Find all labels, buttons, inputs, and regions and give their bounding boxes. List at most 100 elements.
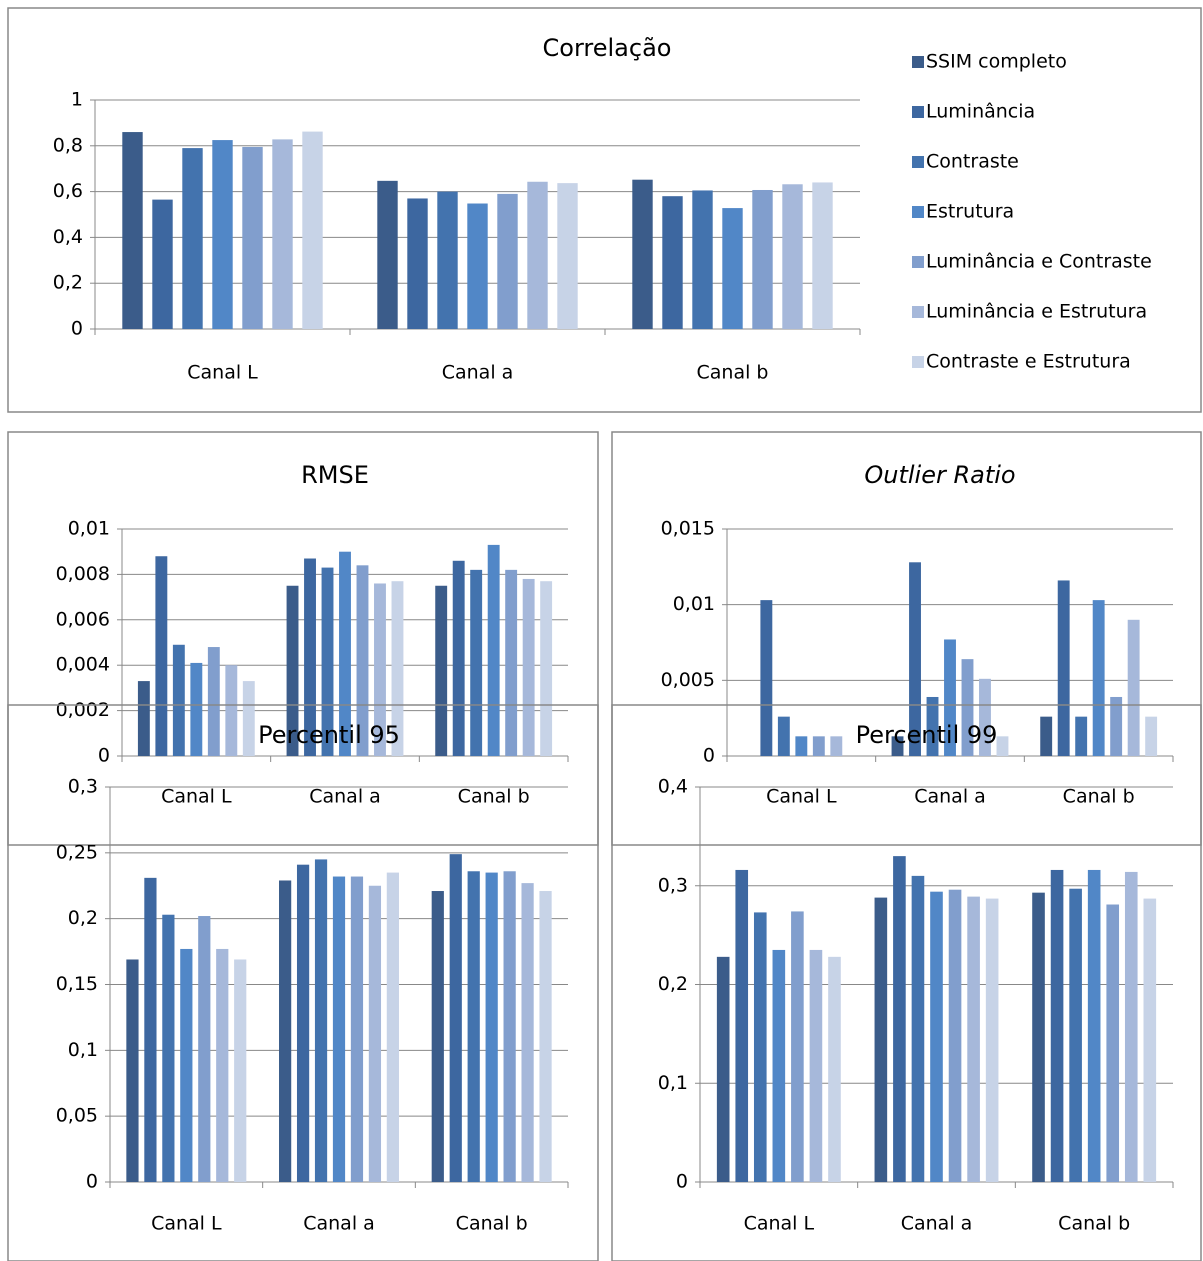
legend-swatch <box>912 306 924 318</box>
bar <box>930 891 943 1182</box>
x-tick-label: Canal b <box>1058 1213 1130 1235</box>
bar <box>152 199 173 329</box>
y-tick-label: 0,4 <box>658 776 688 798</box>
panel-border <box>611 704 1202 1261</box>
bar <box>891 736 904 756</box>
bar <box>339 551 351 756</box>
x-tick-label: Canal L <box>151 1213 222 1235</box>
y-tick-label: 0,8 <box>53 134 83 156</box>
bar <box>126 959 139 1182</box>
x-tick-label: Canal a <box>303 1213 375 1235</box>
bar <box>961 659 974 756</box>
y-tick-label: 0,3 <box>68 776 98 798</box>
y-tick-label: 0,05 <box>56 1105 98 1127</box>
bar <box>772 949 786 1182</box>
y-tick-label: 0,2 <box>53 272 83 294</box>
bar <box>1127 619 1140 756</box>
y-tick-label: 0,004 <box>56 654 110 676</box>
bar <box>374 583 386 756</box>
chart-title: Percentil 99 <box>856 721 998 749</box>
bar <box>926 696 939 756</box>
bar <box>1110 696 1123 756</box>
bar <box>467 871 480 1182</box>
y-tick-label: 0,3 <box>658 874 688 896</box>
bar <box>162 914 175 1182</box>
bar <box>368 885 382 1182</box>
bar <box>662 196 683 329</box>
bar <box>497 193 518 329</box>
bar <box>777 716 790 756</box>
panel-border <box>611 431 1202 846</box>
legend-label: Contraste <box>926 151 1019 173</box>
bar <box>1124 871 1138 1182</box>
legend-label: Luminância e Estrutura <box>926 301 1147 323</box>
bar <box>1057 580 1070 756</box>
bar <box>377 180 398 329</box>
bar <box>391 581 404 756</box>
bar <box>144 877 157 1182</box>
bar <box>1143 898 1157 1182</box>
bar <box>234 959 247 1182</box>
bar <box>760 600 773 756</box>
legend-label: Luminância e Contraste <box>926 251 1152 273</box>
y-tick-label: 0 <box>703 745 715 767</box>
bar <box>909 562 921 756</box>
bar <box>722 208 743 329</box>
legend-swatch <box>912 356 924 368</box>
bar <box>216 948 229 1182</box>
bar <box>431 891 444 1182</box>
x-tick-label: Canal b <box>456 1213 528 1235</box>
bar <box>435 585 448 756</box>
x-tick-label: Canal L <box>744 1213 815 1235</box>
x-tick-label: Canal L <box>187 362 258 384</box>
y-tick-label: 0 <box>676 1171 688 1193</box>
chart-title: Outlier Ratio <box>864 461 1015 489</box>
bar <box>692 190 713 329</box>
bar <box>521 883 534 1182</box>
bar <box>948 889 962 1182</box>
y-tick-label: 0,005 <box>661 669 715 691</box>
legend-swatch <box>912 106 924 118</box>
bar <box>180 948 193 1182</box>
y-tick-label: 0,2 <box>68 907 98 929</box>
bar <box>828 956 841 1182</box>
bar <box>272 139 293 329</box>
y-tick-label: 0,008 <box>56 563 110 585</box>
bar <box>503 871 516 1182</box>
bar <box>225 665 238 756</box>
chart-title: Correlação <box>543 34 672 62</box>
y-tick-label: 0,15 <box>56 973 98 995</box>
bar <box>527 181 548 329</box>
bar <box>172 644 185 756</box>
bar <box>735 869 749 1182</box>
bar <box>1075 716 1088 756</box>
bar <box>1050 869 1064 1182</box>
bar <box>752 189 773 329</box>
y-tick-label: 0,006 <box>56 608 110 630</box>
y-tick-label: 0,4 <box>53 226 83 248</box>
bar <box>487 544 500 756</box>
bar <box>1040 716 1053 756</box>
bar <box>944 639 956 756</box>
bar <box>304 558 316 756</box>
x-tick-label: Canal a <box>309 786 381 808</box>
y-tick-label: 0 <box>86 1171 98 1193</box>
bar <box>467 203 488 329</box>
y-tick-label: 1 <box>71 89 83 111</box>
x-tick-label: Canal L <box>766 786 837 808</box>
y-tick-label: 0,01 <box>673 593 715 615</box>
y-tick-label: 0 <box>71 318 83 340</box>
bar <box>356 565 369 756</box>
y-tick-label: 0,25 <box>56 841 98 863</box>
bar <box>386 872 399 1182</box>
bar <box>190 662 203 756</box>
bar <box>716 956 730 1182</box>
x-tick-label: Canal b <box>697 362 769 384</box>
legend-swatch <box>912 56 924 68</box>
bar <box>207 647 220 756</box>
legend-swatch <box>912 206 924 218</box>
bar <box>1092 600 1105 756</box>
bar <box>296 864 310 1182</box>
bar <box>985 898 999 1182</box>
